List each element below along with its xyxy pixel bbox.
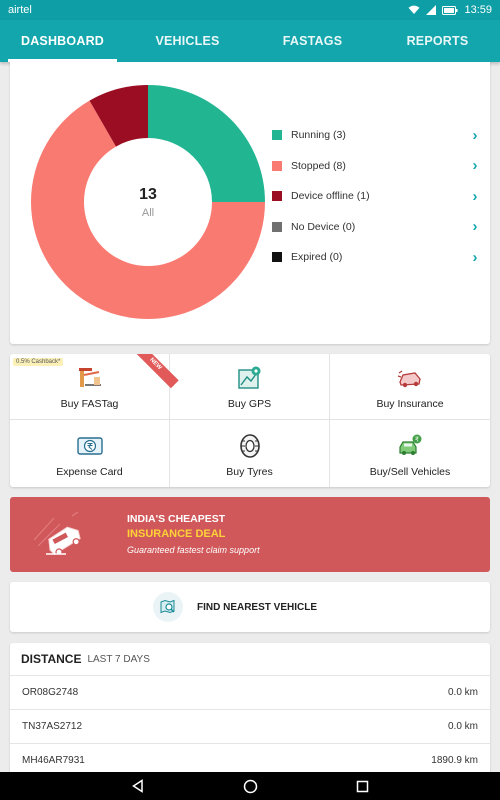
- system-navigation-bar: [0, 772, 500, 800]
- distance-value: 0.0 km: [447, 721, 478, 732]
- distance-header: DISTANCE LAST 7 DAYS: [10, 643, 490, 676]
- cashback-badge: 0.5% Cashback*: [13, 358, 64, 366]
- legend-label: No Device (0): [291, 220, 356, 233]
- home-button[interactable]: [242, 778, 258, 794]
- recents-square-icon: [356, 780, 368, 792]
- back-triangle-icon: [132, 779, 143, 793]
- map-search-icon: [160, 599, 175, 614]
- chevron-right-icon: ›: [472, 126, 478, 144]
- tile-label: Buy Tyres: [226, 466, 273, 478]
- promo-subtitle: Guaranteed fastest claim support: [127, 545, 260, 555]
- battery-icon: [442, 5, 458, 15]
- signal-icon: [426, 5, 437, 15]
- legend-swatch: [272, 130, 282, 141]
- promo-title: INDIA'S CHEAPEST: [127, 513, 226, 525]
- chevron-right-icon: ›: [472, 187, 478, 205]
- legend-swatch: [272, 252, 282, 263]
- legend-label: Running (3): [291, 129, 346, 142]
- gps-map-icon: [237, 366, 260, 389]
- distance-title: DISTANCE: [21, 652, 82, 666]
- legend-item-running[interactable]: Running (3) ›: [272, 120, 482, 151]
- tile-label: Buy/Sell Vehicles: [369, 466, 451, 478]
- donut-slice-stopped[interactable]: [31, 100, 266, 319]
- tile-label: Buy GPS: [227, 398, 272, 410]
- distance-value: 0.0 km: [447, 687, 478, 698]
- donut-slice-running[interactable]: [148, 85, 265, 202]
- tab-bar: DASHBOARD VEHICLES FASTAGS REPORTS: [0, 20, 500, 62]
- find-nearest-vehicle-button[interactable]: FIND NEAREST VEHICLE: [10, 582, 490, 632]
- fastag-toll-icon: [78, 368, 101, 387]
- insurance-promo-banner[interactable]: INDIA'S CHEAPEST INSURANCE DEAL Guarante…: [10, 497, 490, 572]
- buy-fastag-tile[interactable]: 0.5% Cashback* NEW Buy FASTag: [10, 354, 179, 420]
- chevron-right-icon: ›: [472, 157, 478, 175]
- svg-text:₹: ₹: [415, 436, 419, 444]
- distance-card: DISTANCE LAST 7 DAYS OR08G2748 0.0 km TN…: [10, 643, 490, 783]
- tile-label: Buy Insurance: [376, 398, 444, 410]
- expense-card-tile[interactable]: Expense Card: [10, 420, 170, 487]
- vehicle-number: OR08G2748: [22, 687, 79, 698]
- vehicle-status-card: 13 All Running (3) › Stopped (8) › Devic…: [10, 62, 490, 344]
- tab-dashboard[interactable]: DASHBOARD: [0, 20, 125, 62]
- tab-vehicles[interactable]: VEHICLES: [155, 34, 220, 48]
- clock: 13:59: [464, 4, 492, 16]
- tab-reports[interactable]: REPORTS: [406, 34, 469, 48]
- vehicle-status-donut-chart[interactable]: [24, 78, 272, 326]
- vehicle-sell-icon: ₹: [399, 434, 422, 455]
- wifi-icon: [408, 5, 420, 14]
- buy-tyres-tile[interactable]: Buy Tyres: [170, 420, 330, 487]
- legend-label: Expired (0): [291, 251, 343, 264]
- insurance-car-icon: [397, 370, 421, 388]
- chevron-right-icon: ›: [472, 218, 478, 236]
- legend-swatch: [272, 160, 282, 171]
- legend-item-stopped[interactable]: Stopped (8) ›: [272, 151, 482, 182]
- rupee-card-icon: [76, 437, 103, 455]
- tyre-icon: [239, 434, 260, 458]
- crashed-car-icon: [33, 511, 81, 556]
- legend-swatch: [272, 191, 282, 202]
- vehicle-number: TN37AS2712: [22, 721, 83, 732]
- legend-label: Stopped (8): [291, 159, 346, 172]
- distance-row[interactable]: OR08G2748 0.0 km: [10, 676, 490, 710]
- status-bar: airtel 13:59: [0, 0, 500, 20]
- donut-slice-device-offline[interactable]: [89, 85, 149, 147]
- buy-gps-tile[interactable]: Buy GPS: [170, 354, 330, 420]
- distance-value: 1890.9 km: [431, 755, 478, 766]
- legend-item-no-device[interactable]: No Device (0) ›: [272, 212, 482, 243]
- legend-swatch: [272, 221, 282, 232]
- services-grid: 0.5% Cashback* NEW Buy FASTag Buy GPS Bu…: [10, 354, 490, 487]
- buy-insurance-tile[interactable]: Buy Insurance: [330, 354, 490, 420]
- promo-highlight: INSURANCE DEAL: [127, 528, 226, 540]
- legend-item-expired[interactable]: Expired (0) ›: [272, 242, 482, 273]
- legend-label: Device offline (1): [291, 190, 370, 203]
- carrier-name: airtel: [8, 4, 32, 16]
- tile-label: Expense Card: [56, 466, 123, 478]
- chart-legend: Running (3) › Stopped (8) › Device offli…: [272, 120, 482, 273]
- home-circle-icon: [243, 779, 257, 793]
- find-icon-wrap: [152, 592, 183, 622]
- buy-sell-vehicles-tile[interactable]: ₹ Buy/Sell Vehicles: [330, 420, 490, 487]
- tile-label: Buy FASTag: [60, 398, 119, 410]
- chevron-right-icon: ›: [472, 248, 478, 266]
- recents-button[interactable]: [354, 778, 370, 794]
- tab-fastags[interactable]: FASTAGS: [282, 34, 343, 48]
- distance-period: LAST 7 DAYS: [87, 653, 150, 665]
- back-button[interactable]: [130, 778, 146, 794]
- vehicle-number: MH46AR7931: [22, 755, 85, 766]
- find-nearest-vehicle-label: FIND NEAREST VEHICLE: [196, 601, 317, 613]
- legend-item-device-offline[interactable]: Device offline (1) ›: [272, 181, 482, 212]
- distance-row[interactable]: TN37AS2712 0.0 km: [10, 710, 490, 744]
